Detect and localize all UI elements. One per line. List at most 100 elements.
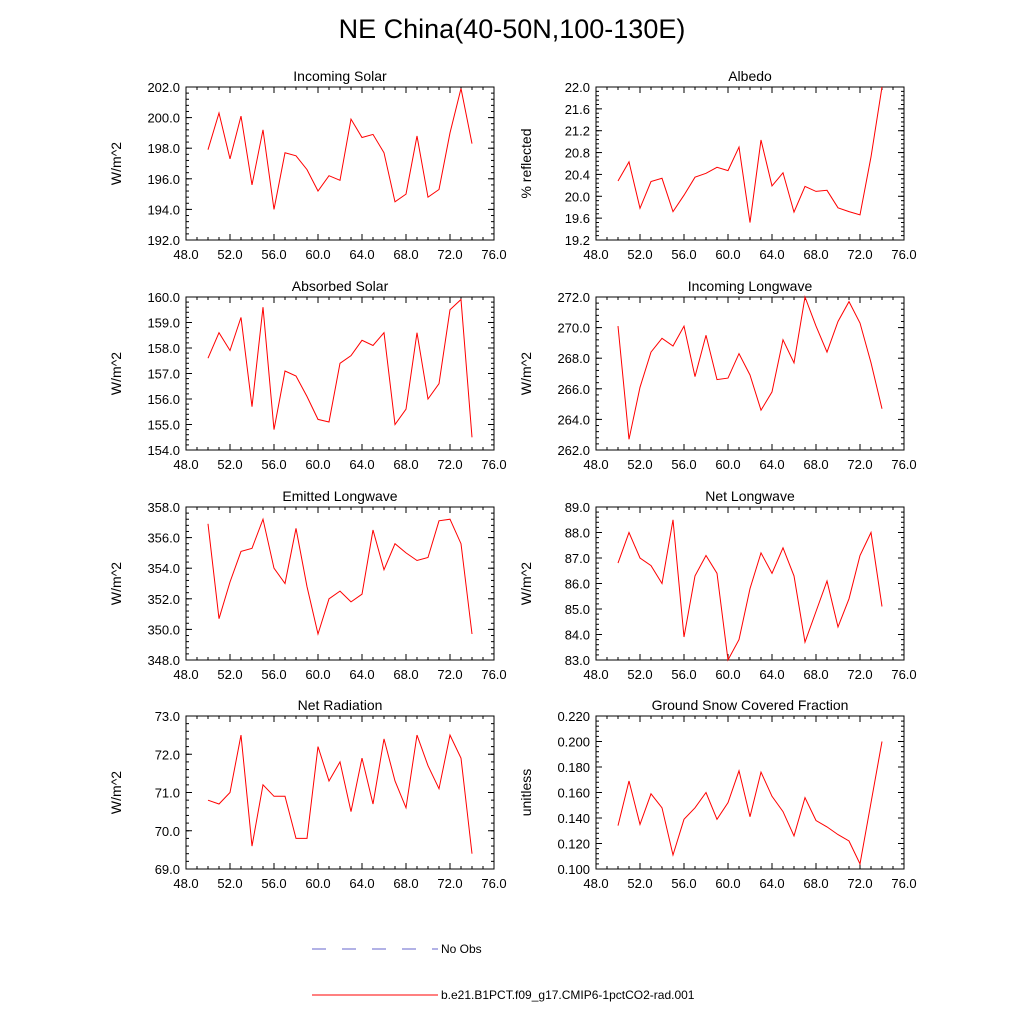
y-tick-label: 72.0: [155, 747, 180, 762]
y-axis-label: W/m^2: [108, 771, 124, 814]
series-line: [207, 88, 473, 210]
panel-title: Incoming Longwave: [688, 278, 813, 294]
x-tick-label: 52.0: [627, 457, 652, 472]
panel-title: Incoming Solar: [293, 68, 387, 84]
x-tick-label: 48.0: [173, 457, 198, 472]
x-tick-label: 68.0: [393, 876, 418, 891]
y-tick-label: 71.0: [155, 786, 180, 801]
y-tick-label: 160.0: [147, 290, 180, 305]
x-tick-label: 64.0: [759, 876, 784, 891]
x-tick-label: 52.0: [627, 667, 652, 682]
x-tick-label: 64.0: [349, 876, 374, 891]
page-title: NE China(40-50N,100-130E): [338, 14, 686, 44]
y-tick-label: 200.0: [147, 111, 180, 126]
x-tick-label: 52.0: [217, 876, 242, 891]
y-tick-label: 83.0: [565, 653, 590, 668]
x-tick-label: 68.0: [393, 667, 418, 682]
y-tick-label: 85.0: [565, 602, 590, 617]
x-tick-label: 72.0: [437, 247, 462, 262]
x-tick-label: 48.0: [583, 876, 608, 891]
y-tick-label: 356.0: [147, 531, 180, 546]
y-tick-label: 354.0: [147, 561, 180, 576]
x-tick-label: 72.0: [437, 667, 462, 682]
y-tick-label: 350.0: [147, 622, 180, 637]
x-tick-label: 76.0: [481, 457, 506, 472]
y-tick-label: 268.0: [557, 351, 590, 366]
y-axis-label: W/m^2: [108, 562, 124, 605]
plot-frame: [595, 86, 905, 241]
x-tick-label: 60.0: [715, 457, 740, 472]
series-line: [617, 741, 883, 866]
y-tick-label: 88.0: [565, 526, 590, 541]
x-tick-label: 60.0: [305, 457, 330, 472]
x-tick-label: 68.0: [803, 667, 828, 682]
panel-title: Albedo: [728, 68, 772, 84]
x-tick-label: 76.0: [891, 667, 916, 682]
series-line: [207, 733, 473, 854]
panel-title: Absorbed Solar: [292, 278, 389, 294]
x-tick-label: 56.0: [671, 876, 696, 891]
y-tick-label: 352.0: [147, 592, 180, 607]
x-tick-label: 60.0: [305, 667, 330, 682]
y-tick-label: 89.0: [565, 500, 590, 515]
y-axis-label: W/m^2: [108, 352, 124, 395]
x-tick-label: 52.0: [217, 457, 242, 472]
y-tick-label: 264.0: [557, 412, 590, 427]
panel-title: Ground Snow Covered Fraction: [652, 697, 849, 713]
x-tick-label: 64.0: [759, 247, 784, 262]
y-tick-label: 19.6: [565, 211, 590, 226]
y-tick-label: 272.0: [557, 290, 590, 305]
x-tick-label: 48.0: [173, 247, 198, 262]
x-tick-label: 56.0: [261, 457, 286, 472]
y-axis-label: % reflected: [518, 128, 534, 198]
x-tick-label: 56.0: [671, 247, 696, 262]
x-tick-label: 60.0: [715, 667, 740, 682]
y-tick-label: 358.0: [147, 500, 180, 515]
y-axis-label: W/m^2: [108, 142, 124, 185]
x-tick-label: 60.0: [715, 876, 740, 891]
x-tick-label: 68.0: [393, 247, 418, 262]
x-tick-label: 72.0: [847, 876, 872, 891]
x-tick-label: 72.0: [437, 876, 462, 891]
x-tick-label: 56.0: [261, 247, 286, 262]
plot-frame: [595, 296, 905, 451]
series-line: [617, 86, 883, 223]
y-tick-label: 20.0: [565, 189, 590, 204]
y-axis-label: W/m^2: [518, 352, 534, 395]
y-tick-label: 84.0: [565, 628, 590, 643]
y-tick-label: 158.0: [147, 341, 180, 356]
y-tick-label: 192.0: [147, 233, 180, 248]
y-tick-label: 159.0: [147, 316, 180, 331]
y-tick-label: 348.0: [147, 653, 180, 668]
y-tick-label: 0.120: [557, 837, 590, 852]
y-tick-label: 154.0: [147, 443, 180, 458]
x-tick-label: 64.0: [759, 667, 784, 682]
y-tick-label: 196.0: [147, 172, 180, 187]
plot-frame: [185, 506, 495, 661]
y-tick-label: 86.0: [565, 577, 590, 592]
y-tick-label: 157.0: [147, 367, 180, 382]
x-tick-label: 52.0: [217, 247, 242, 262]
x-tick-label: 64.0: [759, 457, 784, 472]
plot-frame: [185, 296, 495, 451]
y-tick-label: 69.0: [155, 862, 180, 877]
y-tick-label: 155.0: [147, 418, 180, 433]
y-tick-label: 20.8: [565, 146, 590, 161]
y-tick-label: 194.0: [147, 202, 180, 217]
y-tick-label: 22.0: [565, 80, 590, 95]
x-tick-label: 52.0: [217, 667, 242, 682]
x-tick-label: 56.0: [261, 667, 286, 682]
y-tick-label: 202.0: [147, 80, 180, 95]
x-tick-label: 76.0: [891, 457, 916, 472]
x-tick-label: 64.0: [349, 457, 374, 472]
plot-frame: [185, 86, 495, 241]
panel-title: Emitted Longwave: [282, 488, 397, 504]
x-tick-label: 64.0: [349, 247, 374, 262]
y-axis-label: W/m^2: [518, 562, 534, 605]
plot-frame: [185, 715, 495, 870]
y-tick-label: 0.160: [557, 786, 590, 801]
x-tick-label: 72.0: [847, 667, 872, 682]
y-tick-label: 266.0: [557, 382, 590, 397]
y-tick-label: 270.0: [557, 321, 590, 336]
